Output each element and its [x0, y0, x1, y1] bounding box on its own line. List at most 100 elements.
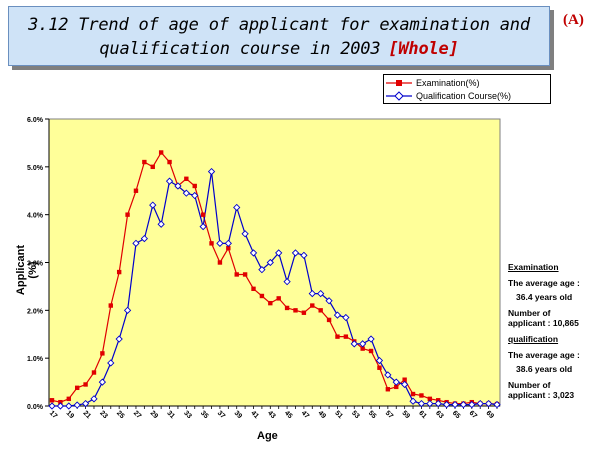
data-point-qualification [367, 335, 375, 343]
data-point-qualification [207, 167, 216, 176]
data-point-qualification [123, 306, 132, 314]
x-tick-label: 39 [233, 410, 244, 421]
data-point-examination [58, 399, 63, 405]
data-point-examination [310, 303, 315, 308]
x-tick-label: 61 [417, 410, 428, 421]
x-tick-label: 47 [300, 410, 311, 421]
data-point-examination [335, 334, 340, 339]
x-tick-label: 29 [149, 410, 160, 421]
x-tick-label: 49 [317, 410, 328, 421]
stats-qual-avg-label: The average age : [508, 350, 580, 360]
x-tick-label: 55 [367, 410, 378, 421]
chart-title-line1: 3.12 Trend of age of applicant for exami… [28, 15, 530, 35]
data-point-examination [276, 296, 281, 301]
chart-title-line2: qualification course in 2003 [Whole] [9, 37, 549, 61]
data-point-qualification [224, 239, 232, 248]
data-point-qualification [182, 189, 190, 197]
x-tick-label: 53 [350, 410, 361, 421]
data-point-examination [242, 272, 248, 277]
data-point-examination [116, 269, 122, 275]
y-tick-label: 3.0% [27, 261, 44, 268]
data-point-examination [150, 164, 155, 170]
data-point-examination [259, 293, 265, 299]
data-point-examination [125, 212, 130, 217]
x-tick-label: 63 [434, 410, 445, 421]
data-point-examination [167, 159, 172, 165]
data-point-qualification [174, 182, 182, 190]
x-tick-label: 69 [484, 410, 495, 421]
data-point-qualification [98, 378, 107, 386]
data-point-qualification [249, 249, 258, 257]
data-point-qualification [417, 399, 426, 408]
data-point-examination [83, 382, 88, 387]
title-box: 3.12 Trend of age of applicant for exami… [8, 6, 550, 66]
data-point-examination [66, 396, 71, 402]
data-point-qualification [342, 313, 350, 322]
data-point-qualification [493, 400, 501, 409]
data-point-qualification [132, 239, 140, 248]
data-point-examination [133, 188, 139, 193]
data-point-qualification [325, 297, 333, 305]
stats-exam-num-label: Number of [508, 308, 551, 318]
data-point-examination [293, 308, 298, 313]
data-point-qualification [115, 335, 123, 343]
stats-exam-num-value: applicant : 10,865 [508, 318, 579, 328]
data-point-examination [100, 351, 105, 356]
y-tick-label: 4.0% [27, 213, 44, 220]
legend-label-qualification: Qualification Course(%) [416, 90, 512, 101]
data-point-qualification [484, 399, 493, 408]
data-point-examination [158, 150, 164, 155]
data-point-qualification [317, 289, 325, 298]
x-tick-label: 51 [333, 410, 344, 421]
data-point-examination [284, 305, 290, 311]
y-tick-label: 2.0% [27, 308, 44, 315]
data-point-examination [402, 377, 407, 382]
legend-marker-square-icon [386, 79, 412, 86]
legend-label-examination: Examination(%) [416, 77, 480, 88]
x-tick-label: 67 [468, 410, 479, 421]
x-tick-label: 45 [283, 410, 294, 421]
stats-examination-title: Examination [508, 262, 559, 272]
data-point-examination [74, 385, 80, 391]
stats-exam-avg-label: The average age : [508, 278, 580, 288]
data-point-qualification [73, 401, 81, 409]
data-point-examination [360, 346, 365, 351]
data-point-qualification [140, 234, 148, 243]
data-point-qualification [90, 395, 98, 403]
panel-label: (A) [563, 12, 584, 28]
stats-qual-num-value: applicant : 3,023 [508, 390, 575, 400]
data-point-examination [209, 241, 214, 246]
data-point-examination [192, 183, 197, 189]
data-point-qualification [451, 400, 459, 409]
y-tick-label: 0.0% [27, 404, 44, 411]
data-point-examination [326, 317, 332, 323]
data-point-qualification [191, 191, 199, 200]
data-point-qualification [459, 400, 468, 409]
data-point-examination [318, 308, 323, 313]
x-tick-label: 25 [115, 410, 126, 421]
data-point-qualification [258, 266, 266, 274]
chart-title-line2-text: qualification course in 2003 [99, 39, 381, 59]
stats-qual-avg-value: 38.6 years old [516, 364, 573, 374]
data-point-qualification [333, 311, 342, 319]
data-point-examination [385, 387, 391, 392]
data-point-qualification [409, 397, 417, 405]
chart-legend: Examination(%) Qualification Course(%) [383, 74, 551, 104]
data-point-qualification [468, 400, 476, 409]
data-point-qualification [199, 222, 207, 231]
y-tick-label: 1.0% [27, 356, 44, 363]
data-point-qualification [384, 371, 392, 379]
x-axis-label: Age [257, 430, 278, 442]
data-point-examination [200, 212, 206, 217]
data-point-examination [234, 272, 239, 277]
data-point-examination [368, 348, 374, 354]
data-point-examination [410, 391, 416, 397]
x-tick-label: 65 [451, 410, 462, 421]
stats-panel: Examination The average age : 36.4 years… [508, 262, 595, 400]
stats-exam-avg-value: 36.4 years old [516, 292, 573, 302]
data-point-examination [91, 370, 97, 375]
data-point-qualification [476, 399, 484, 408]
data-point-qualification [392, 378, 400, 386]
x-tick-label: 37 [216, 410, 227, 421]
